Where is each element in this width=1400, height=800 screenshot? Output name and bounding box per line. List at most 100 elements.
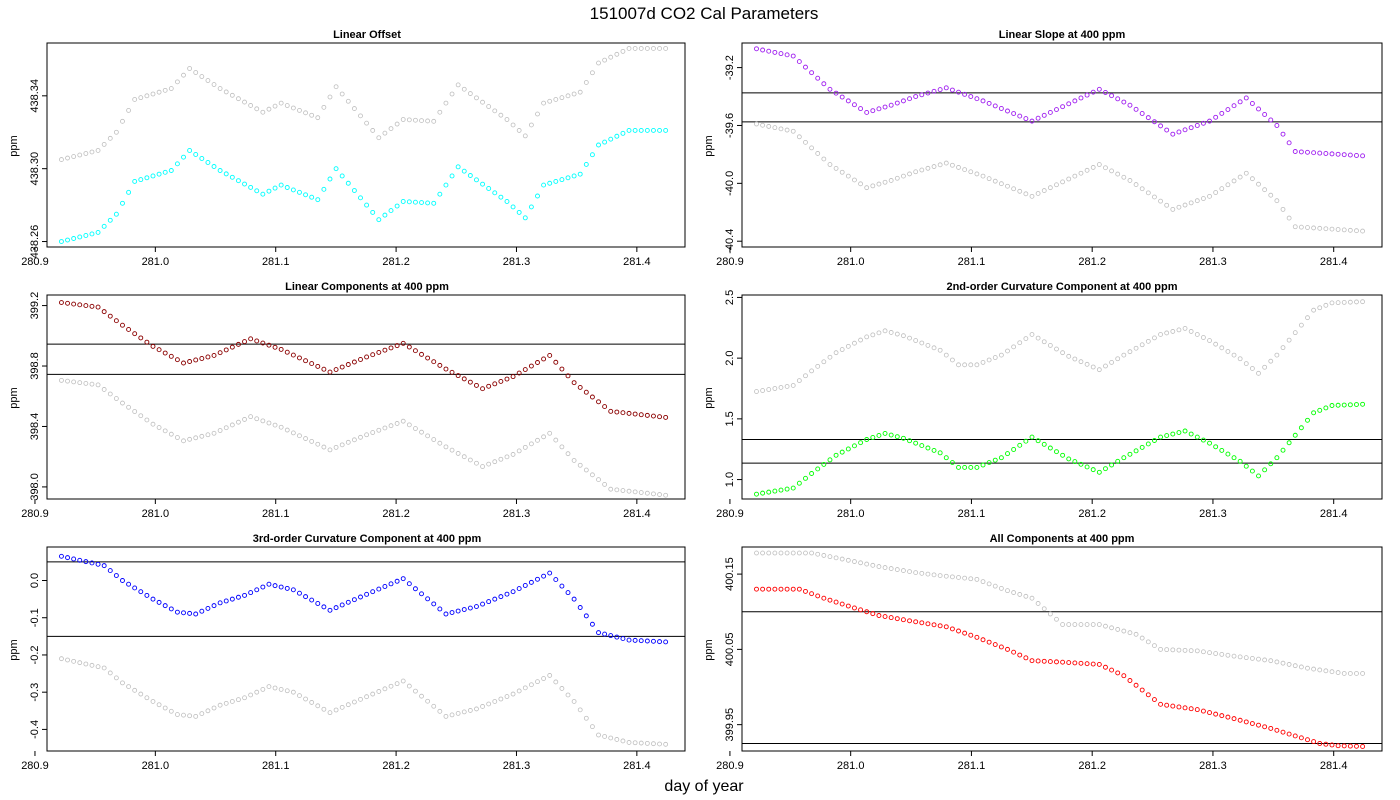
reference-point [59, 377, 64, 383]
x-tick-label: 280.9 [716, 256, 744, 268]
reference-point [284, 103, 290, 108]
reference-point [449, 712, 455, 718]
reference-point [376, 689, 382, 694]
reference-point [888, 566, 894, 571]
data-point [272, 583, 278, 589]
data-point [242, 592, 247, 598]
reference-point [541, 100, 546, 106]
data-point [358, 195, 363, 201]
data-point [1127, 678, 1133, 683]
data-point [95, 561, 101, 567]
data-point [1054, 107, 1059, 113]
reference-point [1219, 345, 1225, 351]
reference-point [1347, 299, 1353, 305]
data-point [1182, 428, 1188, 434]
data-point [1219, 447, 1225, 453]
reference-point [1292, 330, 1298, 336]
data-point [437, 191, 443, 197]
data-point [1084, 661, 1090, 667]
reference-point [303, 110, 308, 116]
data-point [937, 450, 943, 456]
reference-point [632, 46, 638, 51]
reference-point [339, 704, 345, 710]
reference-point [888, 330, 894, 335]
data-point [1066, 101, 1072, 107]
reference-point [1078, 170, 1084, 176]
reference-point [608, 54, 614, 60]
data-point [290, 187, 296, 193]
x-tick-label: 281.3 [1199, 760, 1227, 772]
x-tick-label: 280.9 [21, 508, 49, 520]
reference-point [1041, 606, 1047, 612]
data-point [1158, 701, 1164, 707]
x-axis-label: day of year [664, 778, 744, 795]
y-tick-label: 400.05 [724, 633, 736, 667]
data-point [345, 362, 351, 367]
data-point [315, 197, 321, 203]
reference-point [1078, 359, 1084, 365]
reference-point [663, 46, 669, 51]
data-point [577, 384, 583, 390]
reference-point [754, 550, 759, 556]
reference-point [351, 106, 357, 111]
reference-point [95, 664, 101, 670]
data-point [1188, 125, 1194, 131]
reference-point [596, 60, 601, 66]
data-point [1005, 451, 1010, 457]
reference-point [315, 115, 321, 121]
reference-point [1133, 631, 1139, 637]
reference-point [83, 380, 89, 386]
reference-point [455, 82, 461, 88]
y-tick-label: 1.0 [724, 472, 736, 487]
reference-point [132, 97, 138, 102]
data-point [1054, 659, 1059, 665]
reference-point [1243, 361, 1249, 367]
reference-point [1109, 625, 1114, 631]
reference-point [1237, 174, 1243, 180]
reference-point [962, 167, 968, 172]
reference-point [1298, 322, 1304, 328]
reference-point [175, 79, 180, 85]
reference-point [89, 662, 95, 668]
reference-point [858, 181, 863, 187]
reference-point [547, 673, 553, 678]
reference-point [1305, 315, 1310, 321]
x-tick-label: 281.2 [1078, 508, 1106, 520]
data-point [784, 52, 790, 58]
reference-point [1017, 340, 1023, 346]
reference-point [1231, 653, 1237, 659]
reference-point [144, 417, 150, 423]
data-point [949, 460, 955, 466]
panel-all-components: All Components at 400 ppm ppm 280.9 281.0… [703, 533, 1383, 772]
data-point [1292, 432, 1298, 438]
data-point [1115, 458, 1121, 464]
data-point [235, 594, 241, 600]
reference-point [950, 357, 955, 363]
reference-point [107, 670, 113, 676]
data-point [528, 579, 534, 585]
reference-point [77, 380, 83, 386]
reference-point [1237, 654, 1243, 660]
y-tick-label: 398.0 [29, 473, 41, 501]
data-point [235, 178, 241, 184]
reference-point [919, 340, 925, 346]
data-point [1047, 659, 1053, 665]
data-point [772, 488, 778, 494]
reference-point [937, 162, 943, 168]
reference-point [943, 573, 949, 579]
reference-point [290, 105, 296, 111]
data-point [784, 486, 790, 492]
reference-point [290, 689, 296, 695]
data-point [1341, 743, 1347, 749]
data-point [1298, 149, 1304, 155]
reference-point [901, 568, 906, 573]
data-point [1054, 449, 1059, 455]
x-tick-label: 281.1 [958, 256, 986, 268]
data-point [1194, 123, 1200, 128]
data-point [547, 570, 553, 576]
data-point [1011, 649, 1017, 655]
reference-point [333, 444, 339, 450]
data-point [809, 70, 815, 76]
reference-point [339, 442, 345, 448]
reference-point [778, 126, 784, 132]
